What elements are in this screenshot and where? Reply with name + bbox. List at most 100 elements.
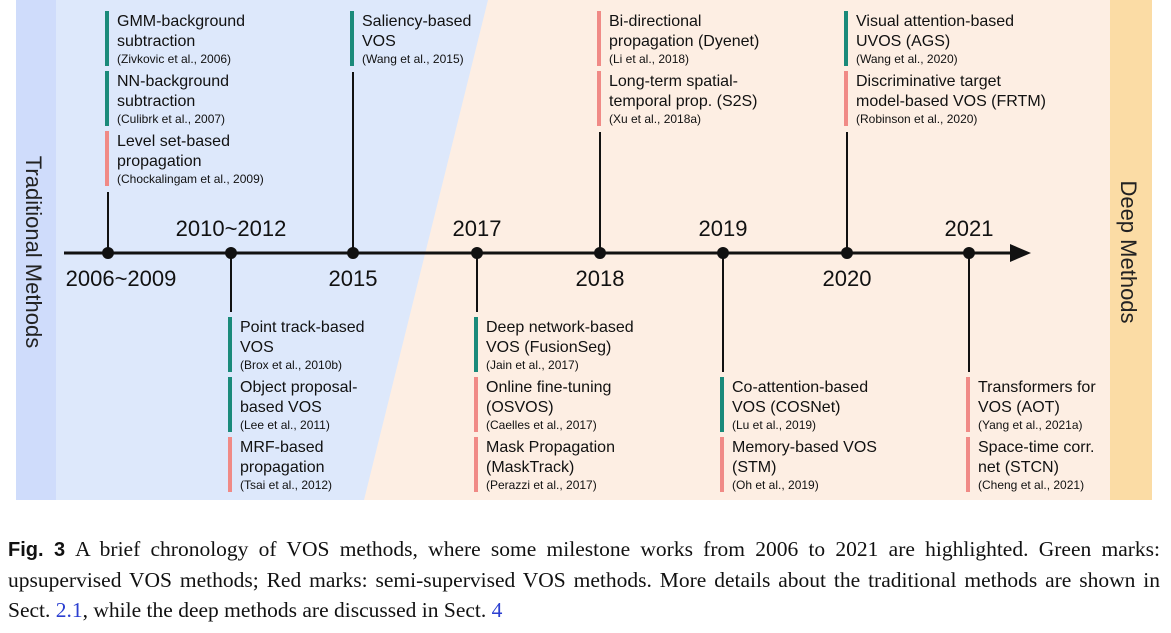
milestone-title-line: model-based VOS (FRTM) bbox=[856, 93, 1046, 110]
timeline-dot-2021 bbox=[963, 247, 975, 259]
year-label-2010-2012: 2010~2012 bbox=[176, 216, 287, 241]
semi-supervised-mark bbox=[474, 437, 478, 492]
milestone-reference: (Brox et al., 2010b) bbox=[240, 358, 342, 372]
milestone-title-line: Saliency-based bbox=[362, 13, 471, 30]
milestone-reference: (Caelles et al., 2017) bbox=[486, 418, 597, 432]
semi-supervised-mark bbox=[597, 11, 601, 66]
milestone-title-line: UVOS (AGS) bbox=[856, 33, 950, 50]
unsupervised-mark bbox=[105, 71, 109, 126]
milestone-title-line: Discriminative target bbox=[856, 73, 1001, 90]
milestone-title-line: GMM-background bbox=[117, 13, 245, 30]
figure-label: Fig. 3 bbox=[8, 539, 66, 561]
milestone-title-line: Memory-based VOS bbox=[732, 439, 877, 456]
milestone-reference: (Oh et al., 2019) bbox=[732, 478, 819, 492]
milestone-title-line: Co-attention-based bbox=[732, 379, 868, 396]
milestones-2019: Co-attention-based VOS (COSNet) (Lu et al.… bbox=[720, 377, 877, 492]
milestone-title-line: Point track-based bbox=[240, 319, 365, 336]
milestone-reference: (Cheng et al., 2021) bbox=[978, 478, 1084, 492]
timeline-dot-2006 bbox=[102, 247, 114, 259]
milestone-reference: (Li et al., 2018) bbox=[609, 52, 689, 66]
vos-chronology-figure: Traditional Methods Deep Methods 2006~20… bbox=[16, 0, 1152, 500]
milestones-2010-2012: Point track-based VOS (Brox et al., 2010b)… bbox=[228, 317, 365, 492]
year-label-2006-2009: 2006~2009 bbox=[66, 266, 177, 291]
timeline-dot-2015 bbox=[347, 247, 359, 259]
milestone-title-line: VOS (COSNet) bbox=[732, 399, 840, 416]
timeline-dot-2020 bbox=[841, 247, 853, 259]
year-label-2020: 2020 bbox=[823, 266, 872, 291]
milestone-title-line: net (STCN) bbox=[978, 459, 1059, 476]
semi-supervised-mark bbox=[844, 71, 848, 126]
unsupervised-mark bbox=[474, 317, 478, 372]
milestone-title-line: NN-background bbox=[117, 73, 229, 90]
timeline-dot-2019 bbox=[717, 247, 729, 259]
milestone-title-line: MRF-based bbox=[240, 439, 324, 456]
milestones-2021: Transformers for VOS (AOT) (Yang et al., 2… bbox=[966, 377, 1096, 492]
milestone-title-line: subtraction bbox=[117, 33, 195, 50]
timeline-dot-2010 bbox=[225, 247, 237, 259]
milestone-title-line: temporal prop. (S2S) bbox=[609, 93, 758, 110]
milestone-reference: (Lee et al., 2011) bbox=[240, 418, 330, 432]
milestone-title-line: (OSVOS) bbox=[486, 399, 554, 416]
milestone-title-line: subtraction bbox=[117, 93, 195, 110]
milestone-title-line: VOS (FusionSeg) bbox=[486, 339, 611, 356]
unsupervised-mark bbox=[105, 11, 109, 66]
semi-supervised-mark bbox=[720, 437, 724, 492]
deep-methods-label: Deep Methods bbox=[1116, 180, 1141, 323]
semi-supervised-mark bbox=[474, 377, 478, 432]
unsupervised-mark bbox=[844, 11, 848, 66]
year-label-2015: 2015 bbox=[329, 266, 378, 291]
traditional-methods-band bbox=[16, 0, 56, 500]
milestone-title-line: Visual attention-based bbox=[856, 13, 1014, 30]
traditional-methods-label: Traditional Methods bbox=[21, 156, 46, 348]
milestone-title-line: Object proposal- bbox=[240, 379, 357, 396]
milestone-title-line: (MaskTrack) bbox=[486, 459, 574, 476]
milestone-reference: (Wang et al., 2015) bbox=[362, 52, 464, 66]
milestone-reference: (Zivkovic et al., 2006) bbox=[117, 52, 231, 66]
milestones-2006-2009: GMM-background subtraction (Zivkovic et al… bbox=[105, 11, 264, 186]
timeline-dot-2018 bbox=[594, 247, 606, 259]
milestone-title-line: propagation bbox=[117, 153, 202, 170]
semi-supervised-mark bbox=[105, 131, 109, 186]
milestone-reference: (Robinson et al., 2020) bbox=[856, 112, 977, 126]
milestone-reference: (Wang et al., 2020) bbox=[856, 52, 958, 66]
unsupervised-mark bbox=[228, 377, 232, 432]
milestone-title-line: Bi-directional bbox=[609, 13, 701, 30]
milestones-2020: Visual attention-based UVOS (AGS) (Wang et… bbox=[844, 11, 1046, 126]
milestone-title-line: Deep network-based bbox=[486, 319, 634, 336]
milestones-2015: Saliency-based VOS (Wang et al., 2015) bbox=[350, 11, 471, 66]
unsupervised-mark bbox=[720, 377, 724, 432]
semi-supervised-mark bbox=[966, 377, 970, 432]
milestone-reference: (Tsai et al., 2012) bbox=[240, 478, 332, 492]
unsupervised-mark bbox=[228, 317, 232, 372]
milestone-title-line: VOS (AOT) bbox=[978, 399, 1060, 416]
timeline-dot-2017 bbox=[471, 247, 483, 259]
milestone-title-line: VOS bbox=[362, 33, 396, 50]
milestone-reference: (Yang et al., 2021a) bbox=[978, 418, 1083, 432]
milestone-reference: (Perazzi et al., 2017) bbox=[486, 478, 597, 492]
milestone-title-line: Level set-based bbox=[117, 133, 230, 150]
section-link-4[interactable]: 4 bbox=[491, 598, 503, 622]
milestone-title-line: Long-term spatial- bbox=[609, 73, 738, 90]
section-link-2-1[interactable]: 2.1 bbox=[55, 598, 83, 622]
year-label-2021: 2021 bbox=[945, 216, 994, 241]
milestone-title-line: Transformers for bbox=[978, 379, 1096, 396]
milestone-title-line: Mask Propagation bbox=[486, 439, 615, 456]
timeline-arrowhead bbox=[1010, 244, 1031, 262]
year-label-2018: 2018 bbox=[576, 266, 625, 291]
deep-era-background bbox=[364, 0, 1110, 500]
semi-supervised-mark bbox=[228, 437, 232, 492]
milestone-reference: (Jain et al., 2017) bbox=[486, 358, 579, 372]
milestone-reference: (Lu et al., 2019) bbox=[732, 418, 816, 432]
milestone-title-line: (STM) bbox=[732, 459, 776, 476]
milestone-title-line: propagation (Dyenet) bbox=[609, 33, 759, 50]
semi-supervised-mark bbox=[597, 71, 601, 126]
milestone-title-line: Space-time corr. bbox=[978, 439, 1094, 456]
caption-text-part-2: , while the deep methods are discussed i… bbox=[82, 598, 487, 622]
unsupervised-mark bbox=[350, 11, 354, 66]
semi-supervised-mark bbox=[966, 437, 970, 492]
milestones-2017: Deep network-based VOS (FusionSeg) (Jain e… bbox=[474, 317, 634, 492]
year-label-2017: 2017 bbox=[453, 216, 502, 241]
milestone-title-line: VOS bbox=[240, 339, 274, 356]
milestone-reference: (Culibrk et al., 2007) bbox=[117, 112, 225, 126]
